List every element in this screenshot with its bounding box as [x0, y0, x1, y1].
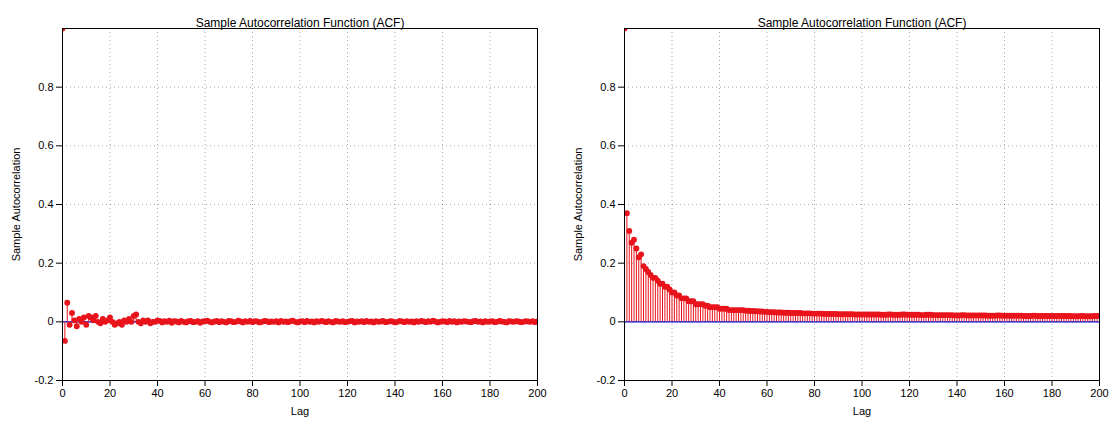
- svg-text:160: 160: [995, 387, 1013, 399]
- svg-text:120: 120: [900, 387, 918, 399]
- svg-text:Sample Autocorrelation: Sample Autocorrelation: [572, 148, 584, 262]
- svg-text:0.8: 0.8: [600, 81, 615, 93]
- svg-text:0.2: 0.2: [600, 257, 615, 269]
- svg-text:180: 180: [1043, 387, 1061, 399]
- svg-text:20: 20: [104, 387, 116, 399]
- svg-text:60: 60: [199, 387, 211, 399]
- svg-text:0.4: 0.4: [600, 198, 615, 210]
- svg-text:80: 80: [808, 387, 820, 399]
- svg-text:100: 100: [291, 387, 309, 399]
- svg-text:40: 40: [151, 387, 163, 399]
- svg-text:0: 0: [47, 315, 53, 327]
- svg-text:0.2: 0.2: [38, 257, 53, 269]
- svg-text:160: 160: [433, 387, 451, 399]
- svg-text:Sample Autocorrelation Functio: Sample Autocorrelation Function (ACF): [196, 16, 405, 30]
- svg-text:Lag: Lag: [291, 405, 309, 417]
- svg-text:140: 140: [386, 387, 404, 399]
- svg-text:-0.2: -0.2: [35, 374, 54, 386]
- svg-text:0.6: 0.6: [600, 139, 615, 151]
- svg-text:Lag: Lag: [853, 405, 871, 417]
- svg-text:20: 20: [666, 387, 678, 399]
- svg-text:200: 200: [1090, 387, 1108, 399]
- svg-text:0.4: 0.4: [38, 198, 53, 210]
- svg-text:40: 40: [713, 387, 725, 399]
- svg-text:0: 0: [609, 315, 615, 327]
- svg-text:Sample Autocorrelation: Sample Autocorrelation: [10, 148, 22, 262]
- svg-text:200: 200: [528, 387, 546, 399]
- svg-text:120: 120: [338, 387, 356, 399]
- svg-text:140: 140: [948, 387, 966, 399]
- svg-text:0.6: 0.6: [38, 139, 53, 151]
- svg-text:100: 100: [853, 387, 871, 399]
- svg-text:0: 0: [621, 387, 627, 399]
- svg-text:60: 60: [761, 387, 773, 399]
- svg-text:-0.2: -0.2: [597, 374, 616, 386]
- svg-text:0.8: 0.8: [38, 81, 53, 93]
- svg-text:0: 0: [59, 387, 65, 399]
- svg-text:180: 180: [481, 387, 499, 399]
- svg-text:80: 80: [246, 387, 258, 399]
- svg-text:Sample Autocorrelation Functio: Sample Autocorrelation Function (ACF): [758, 16, 967, 30]
